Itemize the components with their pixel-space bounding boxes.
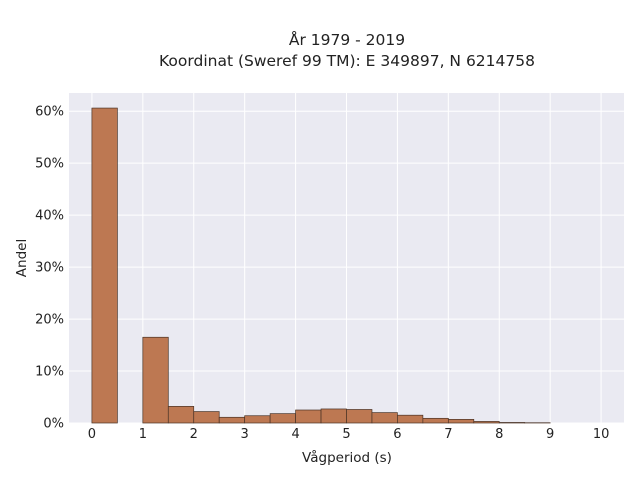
y-tick-label: 20% (35, 313, 64, 328)
histogram-bar (371, 412, 398, 424)
histogram-bar (269, 413, 296, 424)
x-tick-label: 2 (190, 427, 198, 442)
histogram-bar (142, 336, 169, 424)
y-tick-label: 50% (35, 157, 64, 172)
x-tick-label: 1 (139, 427, 147, 442)
x-tick-label: 10 (593, 427, 610, 442)
histogram-bar (295, 409, 322, 424)
histogram-bar (447, 419, 475, 424)
x-tick-label: 0 (88, 427, 96, 442)
bars (91, 107, 551, 424)
x-tick-label: 8 (495, 427, 503, 442)
y-tick-label: 10% (35, 365, 64, 380)
x-tick-label: 6 (393, 427, 401, 442)
histogram-bar (473, 421, 500, 424)
histogram-bar (244, 415, 271, 424)
histogram-bar (91, 107, 118, 424)
x-tick-label: 3 (241, 427, 249, 442)
x-tick-label: 7 (444, 427, 452, 442)
histogram-bar (422, 417, 449, 424)
x-axis-label: Vågperiod (s) (302, 449, 392, 466)
histogram-bar (397, 414, 424, 424)
histogram-bar (167, 406, 195, 424)
chart-title-line-1: År 1979 - 2019 (289, 30, 405, 49)
x-tick-label: 4 (291, 427, 299, 442)
y-axis-label: Andel (14, 239, 30, 277)
y-tick-label: 60% (35, 105, 64, 120)
histogram-bar (193, 411, 220, 424)
histogram-bar (346, 409, 373, 424)
x-tick-label: 9 (546, 427, 554, 442)
y-axis-ticks: 0% 10% 20% 30% 40% 50% 60% (35, 105, 64, 432)
x-tick-label: 5 (342, 427, 350, 442)
histogram-bar (320, 408, 347, 424)
y-tick-label: 30% (35, 261, 64, 276)
y-tick-label: 40% (35, 209, 64, 224)
histogram-bar (218, 416, 246, 424)
chart-title-line-2: Koordinat (Sweref 99 TM): E 349897, N 62… (159, 52, 535, 70)
y-tick-label: 0% (43, 417, 64, 432)
histogram-bar (498, 422, 526, 424)
x-axis-ticks: 0 1 2 3 4 5 6 7 8 9 10 (88, 427, 610, 442)
